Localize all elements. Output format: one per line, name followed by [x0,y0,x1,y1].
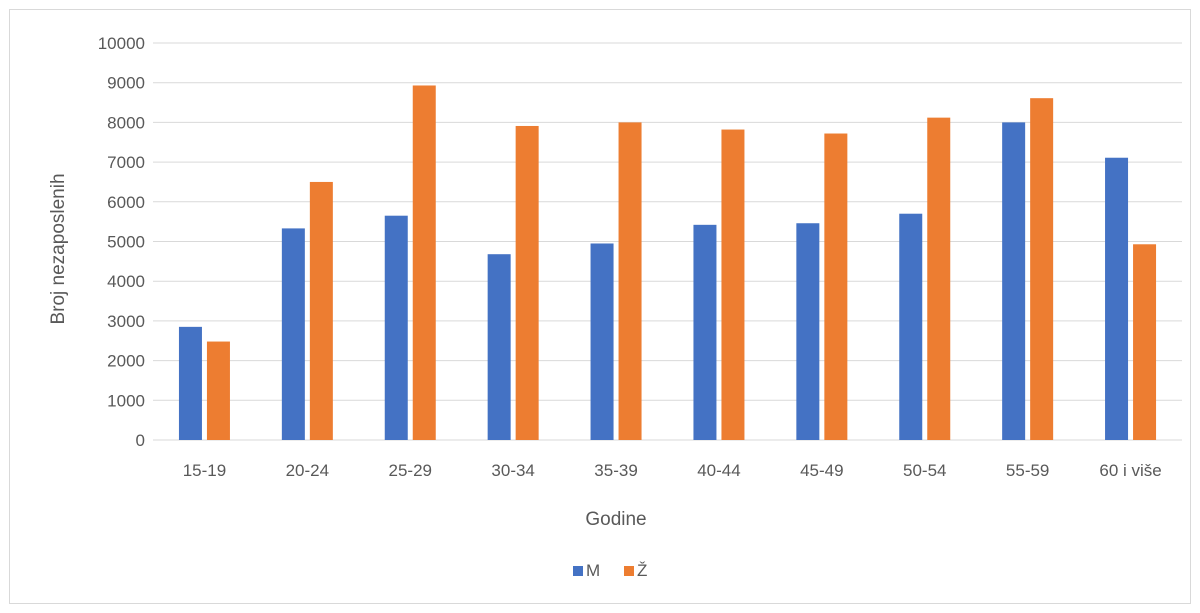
x-tick-label: 60 i više [1099,461,1161,480]
y-tick-label: 3000 [107,312,145,331]
bar-m [1105,157,1129,440]
bar-m [796,223,820,440]
bar-z [927,117,951,441]
bar-chart: 0 1000 2000 3000 4000 5000 6000 7000 8000 9000 100… [48,34,1182,580]
y-tick-label: 6000 [107,193,145,212]
bars [178,85,1157,441]
legend-label: Ž [637,561,647,580]
x-axis-ticks: 15-19 20-24 25-29 30-34 35-39 40-44 45-49 50-54… [183,461,1162,480]
legend-label: M [586,561,600,580]
x-tick-label: 15-19 [183,461,226,480]
bar-z [618,122,642,441]
y-axis-title: Broj nezaposlenih [48,173,69,324]
legend-swatch [624,566,634,576]
bar-z [515,125,539,441]
chart-container: 0 1000 2000 3000 4000 5000 6000 7000 8000 9000 100… [9,9,1191,604]
bar-z [824,133,848,440]
x-tick-label: 50-54 [903,461,946,480]
bar-z [412,85,436,440]
y-tick-label: 2000 [107,352,145,371]
y-tick-label: 10000 [98,34,145,53]
y-tick-label: 4000 [107,272,145,291]
x-tick-label: 40-44 [697,461,740,480]
bar-m [1002,122,1026,441]
x-axis-title: Godine [585,509,646,530]
y-tick-label: 5000 [107,233,145,252]
bar-z [206,341,230,440]
y-tick-label: 0 [136,431,145,450]
x-tick-label: 45-49 [800,461,843,480]
y-tick-label: 7000 [107,153,145,172]
bar-m [590,243,614,440]
y-axis-ticks: 0 1000 2000 3000 4000 5000 6000 7000 8000 9000 100… [98,34,145,450]
bar-m [899,213,923,440]
x-tick-label: 30-34 [491,461,534,480]
gridlines [153,42,1182,441]
x-tick-label: 35-39 [594,461,637,480]
y-tick-label: 8000 [107,113,145,132]
bar-m [693,224,717,440]
bar-z [1133,244,1157,440]
y-tick-label: 1000 [107,391,145,410]
x-tick-label: 25-29 [389,461,432,480]
bar-z [1030,98,1054,441]
legend-swatch [573,566,583,576]
bar-m [487,254,511,440]
y-tick-label: 9000 [107,74,145,93]
x-tick-label: 20-24 [286,461,329,480]
bar-m [384,215,408,440]
x-tick-label: 55-59 [1006,461,1049,480]
bar-m [281,228,305,440]
bar-z [309,181,333,440]
bar-z [721,129,745,440]
bar-m [178,326,202,440]
